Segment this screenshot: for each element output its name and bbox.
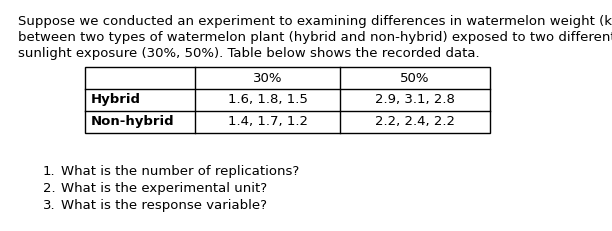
Text: 1.6, 1.8, 1.5: 1.6, 1.8, 1.5 [228, 94, 307, 106]
Text: Suppose we conducted an experiment to examining differences in watermelon weight: Suppose we conducted an experiment to ex… [18, 15, 612, 28]
Text: What is the number of replications?: What is the number of replications? [61, 165, 299, 178]
Text: 2.2, 2.4, 2.2: 2.2, 2.4, 2.2 [375, 116, 455, 128]
Text: What is the response variable?: What is the response variable? [61, 199, 267, 212]
Text: 3.: 3. [43, 199, 56, 212]
Bar [85, 67, 490, 133]
Text: 2.: 2. [43, 182, 56, 195]
Text: sunlight exposure (30%, 50%). Table below shows the recorded data.: sunlight exposure (30%, 50%). Table belo… [18, 47, 480, 60]
Text: 1.: 1. [43, 165, 56, 178]
Text: 50%: 50% [400, 72, 430, 85]
Text: Hybrid: Hybrid [91, 94, 141, 106]
Text: 30%: 30% [253, 72, 282, 85]
Text: between two types of watermelon plant (hybrid and non-hybrid) exposed to two dif: between two types of watermelon plant (h… [18, 31, 612, 44]
Text: 2.9, 3.1, 2.8: 2.9, 3.1, 2.8 [375, 94, 455, 106]
Text: 1.4, 1.7, 1.2: 1.4, 1.7, 1.2 [228, 116, 307, 128]
Text: Non-hybrid: Non-hybrid [91, 116, 174, 128]
Text: What is the experimental unit?: What is the experimental unit? [61, 182, 267, 195]
